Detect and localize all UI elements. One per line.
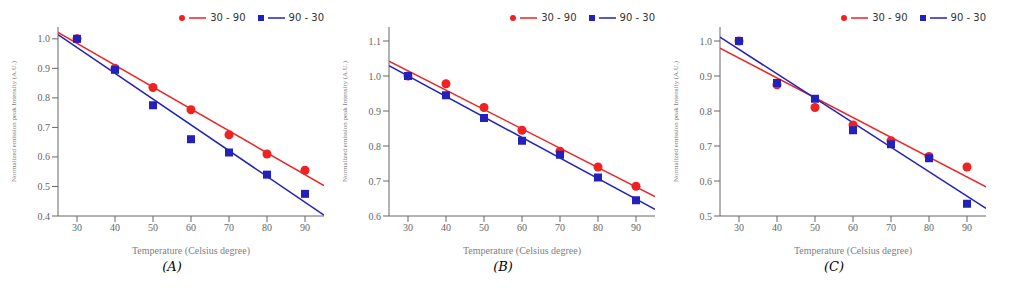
- svg-text:60: 60: [848, 222, 858, 233]
- svg-text:30: 30: [72, 222, 82, 233]
- svg-text:0.7: 0.7: [369, 176, 382, 187]
- svg-text:1.0: 1.0: [700, 36, 713, 47]
- svg-text:60: 60: [517, 222, 527, 233]
- svg-text:50: 50: [148, 222, 158, 233]
- html-text:30 - 90: 30 - 90: [541, 12, 577, 23]
- svg-text:70: 70: [886, 222, 896, 233]
- svg-text:90: 90: [631, 222, 641, 233]
- html-text:90 - 30: 90 - 30: [619, 12, 655, 23]
- svg-text:50: 50: [479, 222, 489, 233]
- svg-text:0.4: 0.4: [38, 211, 51, 222]
- svg-text:90: 90: [962, 222, 972, 233]
- svg-text:0.8: 0.8: [700, 106, 713, 117]
- svg-text:0.6: 0.6: [38, 151, 51, 162]
- svg-text:90: 90: [300, 222, 310, 233]
- svg-text:0.7: 0.7: [700, 141, 713, 152]
- svg-text:0.8: 0.8: [38, 92, 51, 103]
- svg-text:Temperature (Celsius degree): Temperature (Celsius degree): [794, 245, 912, 257]
- svg-text:Temperature (Celsius degree): Temperature (Celsius degree): [132, 245, 250, 257]
- svg-text:40: 40: [441, 222, 451, 233]
- html-text:(A): (A): [162, 259, 182, 274]
- svg-text:60: 60: [186, 222, 196, 233]
- svg-text:30: 30: [734, 222, 744, 233]
- svg-text:80: 80: [262, 222, 272, 233]
- svg-text:Normalized emission peak Inten: Normalized emission peak Intensity (A.U.…: [10, 60, 18, 182]
- svg-text:70: 70: [224, 222, 234, 233]
- html-text:30 - 90: 30 - 90: [872, 12, 908, 23]
- svg-text:0.8: 0.8: [369, 141, 382, 152]
- svg-text:0.5: 0.5: [38, 181, 51, 192]
- svg-text:0.9: 0.9: [700, 71, 713, 82]
- html-text:30 - 90: 30 - 90: [210, 12, 246, 23]
- svg-text:30: 30: [403, 222, 413, 233]
- svg-text:80: 80: [593, 222, 603, 233]
- svg-text:50: 50: [810, 222, 820, 233]
- svg-text:40: 40: [110, 222, 120, 233]
- svg-text:Temperature (Celsius degree): Temperature (Celsius degree): [463, 245, 581, 257]
- html-text:90 - 30: 90 - 30: [950, 12, 986, 23]
- svg-text:70: 70: [555, 222, 565, 233]
- svg-text:0.7: 0.7: [38, 122, 51, 133]
- svg-text:0.6: 0.6: [700, 176, 713, 187]
- svg-text:0.9: 0.9: [38, 63, 51, 74]
- svg-text:0.5: 0.5: [700, 211, 713, 222]
- svg-text:80: 80: [924, 222, 934, 233]
- svg-text:Normalized emission peak Inten: Normalized emission peak Intensity (A.U.…: [672, 60, 680, 182]
- html-text:(C): (C): [824, 259, 844, 274]
- svg-text:1.1: 1.1: [369, 36, 382, 47]
- svg-text:0.9: 0.9: [369, 106, 382, 117]
- svg-text:1.0: 1.0: [369, 71, 382, 82]
- html-text:(B): (B): [493, 259, 513, 274]
- html-text:90 - 30: 90 - 30: [288, 12, 324, 23]
- svg-text:1.0: 1.0: [38, 33, 51, 44]
- svg-text:Normalized emission peak Inten: Normalized emission peak Intensity (A.U.…: [341, 60, 349, 182]
- svg-text:0.6: 0.6: [369, 211, 382, 222]
- svg-text:40: 40: [772, 222, 782, 233]
